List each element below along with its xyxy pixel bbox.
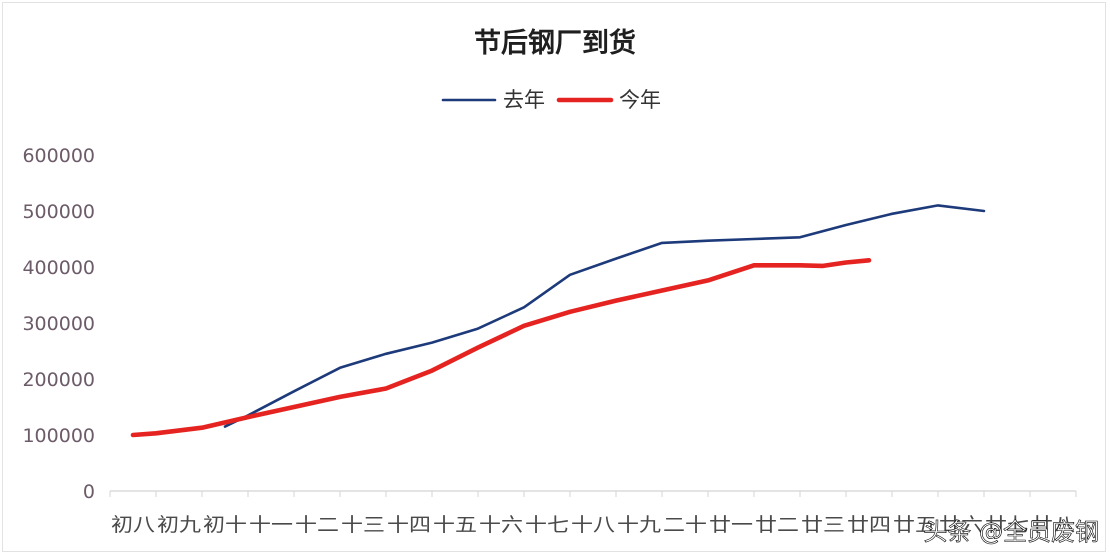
x-tick-label-18: 廿六 [939, 514, 983, 536]
y-tick-label-3: 300000 [22, 313, 95, 335]
x-tick-label-14: 廿二 [755, 514, 799, 536]
legend-label-0: 去年 [503, 88, 545, 112]
x-tick-label-11: 十九 [617, 514, 661, 536]
legend-label-1: 今年 [619, 88, 661, 112]
y-tick-label-2: 200000 [22, 369, 95, 391]
x-tick-label-16: 廿四 [847, 514, 891, 536]
x-tick-label-20: 廿八 [1031, 514, 1075, 536]
x-tick-label-0: 初八 [111, 514, 155, 536]
x-tick-label-4: 十二 [295, 514, 339, 536]
x-tick-label-3: 十一 [249, 514, 293, 536]
x-axis-ticks: 初八 初九 初十 十一 十二 十三 十四 十五 十六 十七 十八 十九 二十 廿一 廿二 廿三 廿四 廿五 廿六 廿七… [109, 491, 1077, 536]
watermark-text: 头条 @全员废钢 [923, 518, 1099, 546]
x-tick-label-10: 十八 [571, 514, 615, 536]
x-tick-label-9: 十七 [525, 514, 569, 536]
chart-title: 节后钢厂到货 [474, 27, 636, 59]
y-tick-label-0: 0 [83, 481, 95, 503]
y-tick-label-6: 600000 [22, 145, 95, 167]
y-tick-label-4: 400000 [22, 257, 95, 279]
x-tick-label-13: 廿一 [709, 514, 753, 536]
y-tick-label-1: 100000 [22, 425, 95, 447]
x-tick-label-2: 初十 [203, 514, 247, 536]
x-tick-label-19: 廿七 [985, 514, 1029, 536]
series-layer [130, 204, 986, 438]
x-tick-label-1: 初九 [157, 514, 201, 536]
series-line-0 [223, 204, 986, 428]
legend: 去年 今年 [441, 88, 661, 112]
x-tick-label-6: 十四 [387, 514, 431, 536]
x-tick-label-8: 十六 [479, 514, 523, 536]
y-axis-ticks: 0 100000 200000 300000 400000 500000 600000 [22, 145, 95, 503]
x-tick-label-7: 十五 [433, 514, 477, 536]
x-tick-label-15: 廿三 [801, 514, 845, 536]
x-tick-label-12: 二十 [663, 514, 707, 536]
y-tick-label-5: 500000 [22, 201, 95, 223]
x-tick-label-5: 十三 [341, 514, 385, 536]
x-tick-label-17: 廿五 [893, 514, 937, 536]
line-chart: 节后钢厂到货 去年 今年 0 100000 200000 300000 400000 500… [22, 27, 1099, 546]
series-line-1 [130, 257, 872, 438]
